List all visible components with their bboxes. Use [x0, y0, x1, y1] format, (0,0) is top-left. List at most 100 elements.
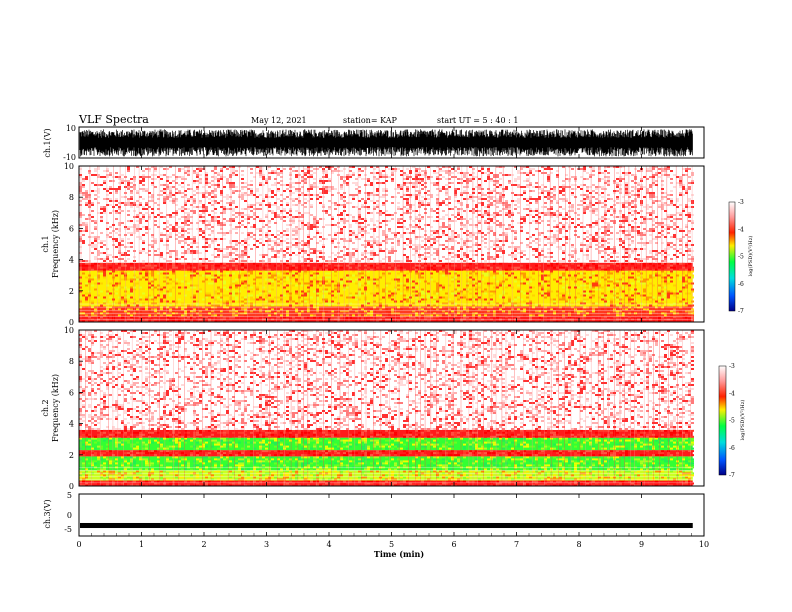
spectrogram-cell	[673, 264, 676, 267]
spectrogram-cell	[169, 250, 172, 252]
spectrogram-cell	[346, 270, 349, 273]
spectrogram-cell	[217, 292, 220, 295]
spectrogram-cell	[163, 214, 166, 216]
spectrogram-cell	[118, 252, 121, 254]
spectrogram-cell	[286, 266, 289, 269]
spectrogram-cell	[523, 272, 526, 275]
spectrogram-cell	[412, 286, 415, 289]
spectrogram-cell	[685, 280, 688, 283]
spectrogram-cell	[643, 302, 646, 305]
spectrogram-cell	[160, 264, 163, 267]
spectrogram-cell	[199, 180, 202, 182]
spectrogram-cell	[478, 286, 481, 289]
spectrogram-cell	[118, 208, 121, 210]
spectrogram-cell	[529, 292, 532, 295]
spectrogram-cell	[379, 298, 382, 301]
spectrogram-cell	[310, 284, 313, 287]
spectrogram-cell	[127, 188, 130, 190]
spectrogram-cell	[178, 216, 181, 218]
spectrogram-cell	[280, 278, 283, 281]
spectrogram-cell	[88, 184, 91, 186]
spectrogram-cell	[292, 264, 295, 267]
spectrogram-cell	[85, 224, 88, 226]
spectrogram-cell	[118, 212, 121, 214]
spectrogram-cell	[622, 282, 625, 285]
spectrogram-cell	[688, 274, 691, 277]
spectrogram-cell	[151, 288, 154, 291]
spectrogram-cell	[559, 286, 562, 289]
spectrogram-cell	[589, 284, 592, 287]
spectrogram-cell	[688, 286, 691, 289]
spectrogram-cell	[427, 262, 430, 265]
spectrogram-cell	[391, 316, 394, 319]
spectrogram-cell	[223, 232, 226, 234]
spectrogram-cell	[190, 266, 193, 269]
spectrogram-cell	[106, 250, 109, 252]
spectrogram-cell	[232, 300, 235, 303]
spectrogram-cell	[157, 254, 160, 256]
spectrogram-cell	[349, 262, 352, 265]
spectrogram-cell	[148, 256, 151, 258]
spectrogram-cell	[250, 184, 253, 186]
spectrogram-cell	[631, 276, 634, 279]
spectrogram-cell	[103, 310, 106, 313]
spectrogram-cell	[277, 284, 280, 287]
spectrogram-cell	[100, 252, 103, 254]
spectrogram-cell	[331, 292, 334, 295]
spectrogram-cell	[667, 282, 670, 285]
spectrogram-cell	[484, 316, 487, 319]
spectrogram-cell	[637, 290, 640, 293]
spectrogram-cell	[673, 266, 676, 269]
spectrogram-cell	[88, 204, 91, 206]
spectrogram-cell	[493, 276, 496, 279]
spectrogram-cell	[226, 198, 229, 200]
spectrogram-cell	[484, 264, 487, 267]
spectrogram-cell	[148, 184, 151, 186]
spectrogram-cell	[406, 272, 409, 275]
spectrogram-cell	[181, 284, 184, 287]
spectrogram-cell	[166, 208, 169, 210]
spectrogram-cell	[478, 300, 481, 303]
spectrogram-cell	[400, 278, 403, 281]
spectrogram-cell	[604, 300, 607, 303]
spectrogram-cell	[469, 270, 472, 273]
spectrogram-cell	[241, 220, 244, 222]
spectrogram-cell	[637, 276, 640, 279]
spectrogram-cell	[451, 304, 454, 307]
spectrogram-cell	[190, 210, 193, 212]
spectrogram-cell	[109, 178, 112, 180]
spectrogram-cell	[190, 260, 193, 262]
spectrogram-cell	[139, 268, 142, 271]
spectrogram-cell	[370, 290, 373, 293]
spectrogram-cell	[652, 294, 655, 297]
spectrogram-cell	[187, 284, 190, 287]
spectrogram-cell	[145, 266, 148, 269]
spectrogram-cell	[115, 212, 118, 214]
spectrogram-cell	[466, 268, 469, 271]
spectrogram-cell	[472, 290, 475, 293]
spectrogram-cell	[325, 302, 328, 305]
spectrogram-cell	[499, 296, 502, 299]
spectrogram-cell	[91, 260, 94, 262]
spectrogram-cell	[235, 280, 238, 283]
spectrogram-cell	[91, 210, 94, 212]
spectrogram-cell	[469, 262, 472, 265]
spectrogram-cell	[121, 304, 124, 307]
spectrogram-cell	[205, 226, 208, 228]
spectrogram-cell	[214, 266, 217, 269]
spectrogram-cell	[199, 286, 202, 289]
spectrogram-cell	[202, 212, 205, 214]
spectrogram-cell	[676, 262, 679, 265]
spectrogram-cell	[190, 310, 193, 313]
spectrogram-cell	[190, 228, 193, 230]
spectrogram-cell	[88, 292, 91, 295]
spectrogram-cell	[103, 302, 106, 305]
spectrogram-cell	[139, 290, 142, 293]
spectrogram-cell	[382, 266, 385, 269]
spectrogram-cell	[589, 286, 592, 289]
spectrogram-cell	[145, 214, 148, 216]
spectrogram-cell	[289, 294, 292, 297]
spectrogram-cell	[205, 174, 208, 176]
spectrogram-cell	[547, 262, 550, 265]
spectrogram-cell	[277, 316, 280, 319]
